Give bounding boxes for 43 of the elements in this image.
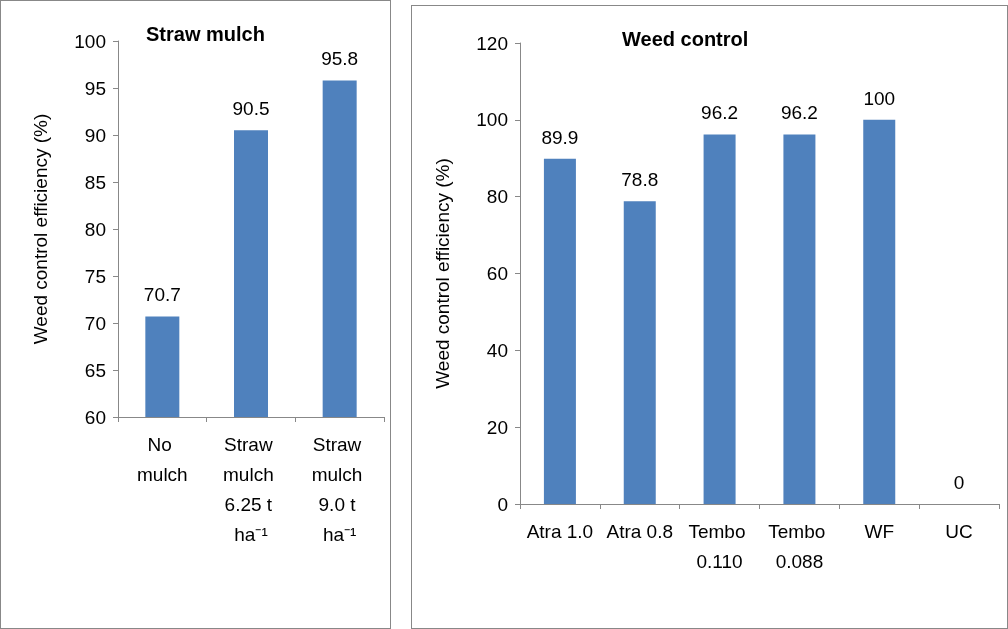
y-tick-label: 65 — [84, 359, 106, 381]
bar — [783, 134, 816, 504]
data-label: 89.9 — [541, 126, 579, 148]
y-tick-label: 95 — [84, 77, 106, 99]
bar — [703, 134, 736, 504]
y-tick-label: 85 — [84, 171, 106, 193]
y-tick-label: 20 — [486, 416, 508, 438]
x-tick-label: WF — [864, 520, 895, 542]
bar — [623, 201, 656, 504]
data-label: 96.2 — [780, 102, 818, 124]
x-tick-label: Straw mulch 9.0 t ha⁻¹ — [311, 433, 368, 545]
data-label: 70.7 — [143, 284, 181, 306]
data-label: 0 — [953, 472, 965, 493]
bar — [543, 158, 576, 504]
x-tick-label: Straw mulch 6.25 t ha⁻¹ — [223, 433, 279, 545]
chart-title: Straw mulch — [146, 23, 265, 45]
x-tick-label: Tembo 0.088 — [768, 520, 831, 572]
x-tick-label: Tembo 0.110 — [688, 520, 751, 572]
x-tick-label: Atra 1.0 — [526, 520, 594, 542]
y-tick-label: 0 — [497, 493, 508, 515]
y-axis-title: Weed control efficiency (%) — [432, 158, 453, 389]
bar — [863, 119, 896, 504]
y-tick-label: 70 — [84, 312, 106, 334]
y-tick-label: 40 — [486, 339, 508, 361]
y-axis-title: Weed control efficiency (%) — [30, 113, 51, 345]
x-tick-label: UC — [945, 520, 973, 542]
y-tick-label: 75 — [84, 265, 106, 287]
x-tick-label: Atra 0.8 — [606, 520, 674, 542]
y-tick-label: 60 — [84, 406, 106, 428]
y-tick-label: 80 — [486, 186, 508, 208]
data-label: 96.2 — [701, 102, 739, 124]
chart-title: Weed control — [622, 28, 749, 50]
y-tick-label: 60 — [486, 263, 508, 284]
data-label: 95.8 — [321, 48, 359, 70]
y-tick-label: 100 — [476, 109, 508, 131]
data-label: 100 — [863, 87, 896, 109]
y-tick-label: 80 — [84, 218, 106, 240]
y-tick-label: 100 — [74, 30, 106, 52]
data-label: 90.5 — [232, 98, 270, 120]
y-tick-label: 90 — [84, 124, 106, 146]
x-tick-label: No mulch — [136, 433, 188, 485]
y-tick-label: 120 — [476, 32, 508, 54]
data-label: 78.8 — [621, 169, 659, 191]
